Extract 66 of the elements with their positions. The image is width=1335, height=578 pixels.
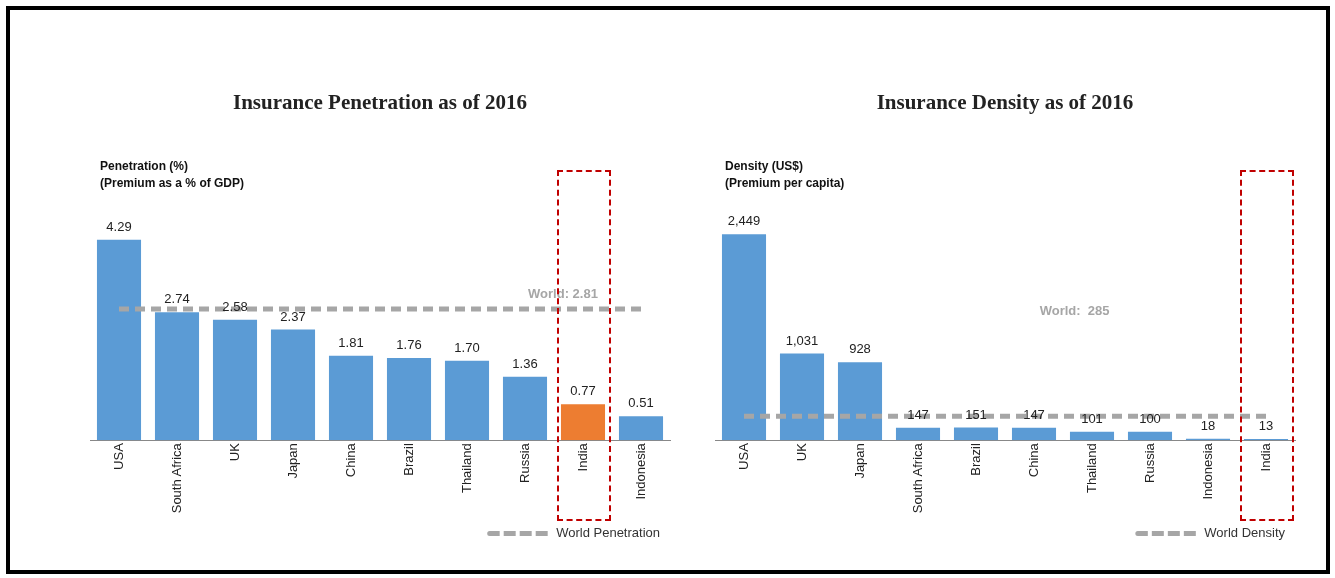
data-label: 101 [1081,410,1103,426]
data-label: 0.77 [570,383,596,399]
x-tick-label: Brazil [400,443,416,476]
y-axis-title: Density (US$) (Premium per capita) [725,158,845,192]
bar [1127,431,1173,441]
x-tick-label: USA [110,442,126,470]
bar [560,404,606,441]
y-axis-title: Penetration (%) (Premium as a % of GDP) [100,158,245,192]
bar [895,427,941,441]
bar [386,357,432,441]
data-label: 151 [965,406,987,422]
x-tick-label: Russia [1141,442,1157,483]
bar [270,329,316,441]
data-label: 2.58 [222,298,248,314]
x-tick-label: Thailand [458,443,474,494]
x-tick-label: Indonesia [1199,442,1215,500]
bar [96,239,142,441]
x-tick-label: South Africa [909,442,925,514]
bar [328,355,374,441]
data-label: 2.37 [280,308,306,324]
x-tick-label: Japan [284,443,300,479]
x-tick-label: Thailand [1083,443,1099,494]
legend-label: World Density [1204,525,1286,541]
legend-label: World Penetration [556,525,661,541]
data-label: 1.76 [396,337,422,353]
x-tick-label: India [1257,442,1273,472]
bar [953,427,999,441]
data-label: 13 [1258,418,1274,434]
annotation: World: 285 [1039,303,1110,319]
chart-title: Insurance Density as of 2016 [875,90,1135,115]
bar [154,312,200,441]
data-label: 1.81 [338,334,364,350]
data-label: 147 [1023,406,1045,422]
data-label: 2.74 [164,291,190,307]
bar [779,353,825,441]
bar [212,319,258,441]
x-tick-label: Japan [851,443,867,479]
x-tick-label: Indonesia [632,442,648,500]
data-label: 928 [849,341,871,357]
bar [444,360,490,441]
x-tick-label: China [1025,442,1041,478]
annotation: World: 2.81 [528,286,598,302]
data-label: 147 [907,406,929,422]
data-label: 4.29 [106,218,132,234]
bar [618,416,664,441]
bar [837,362,883,441]
x-tick-label: China [342,442,358,478]
bar [1069,431,1115,441]
x-tick-label: UK [793,442,809,462]
bar [1011,427,1057,441]
x-tick-label: India [574,442,590,472]
x-tick-label: UK [226,442,242,462]
bar [721,234,767,441]
bar [502,376,548,441]
data-label: 1.70 [454,339,480,355]
x-tick-label: South Africa [168,442,184,514]
x-tick-label: USA [735,442,751,470]
chart-title: Insurance Penetration as of 2016 [232,90,528,115]
data-label: 1,031 [785,332,819,348]
data-label: 1.36 [512,355,538,371]
x-tick-label: Brazil [967,443,983,476]
x-tick-label: Russia [516,442,532,483]
data-label: 100 [1139,410,1161,426]
data-label: 18 [1200,417,1216,433]
data-label: 0.51 [628,395,654,411]
data-label: 2,449 [727,213,761,229]
